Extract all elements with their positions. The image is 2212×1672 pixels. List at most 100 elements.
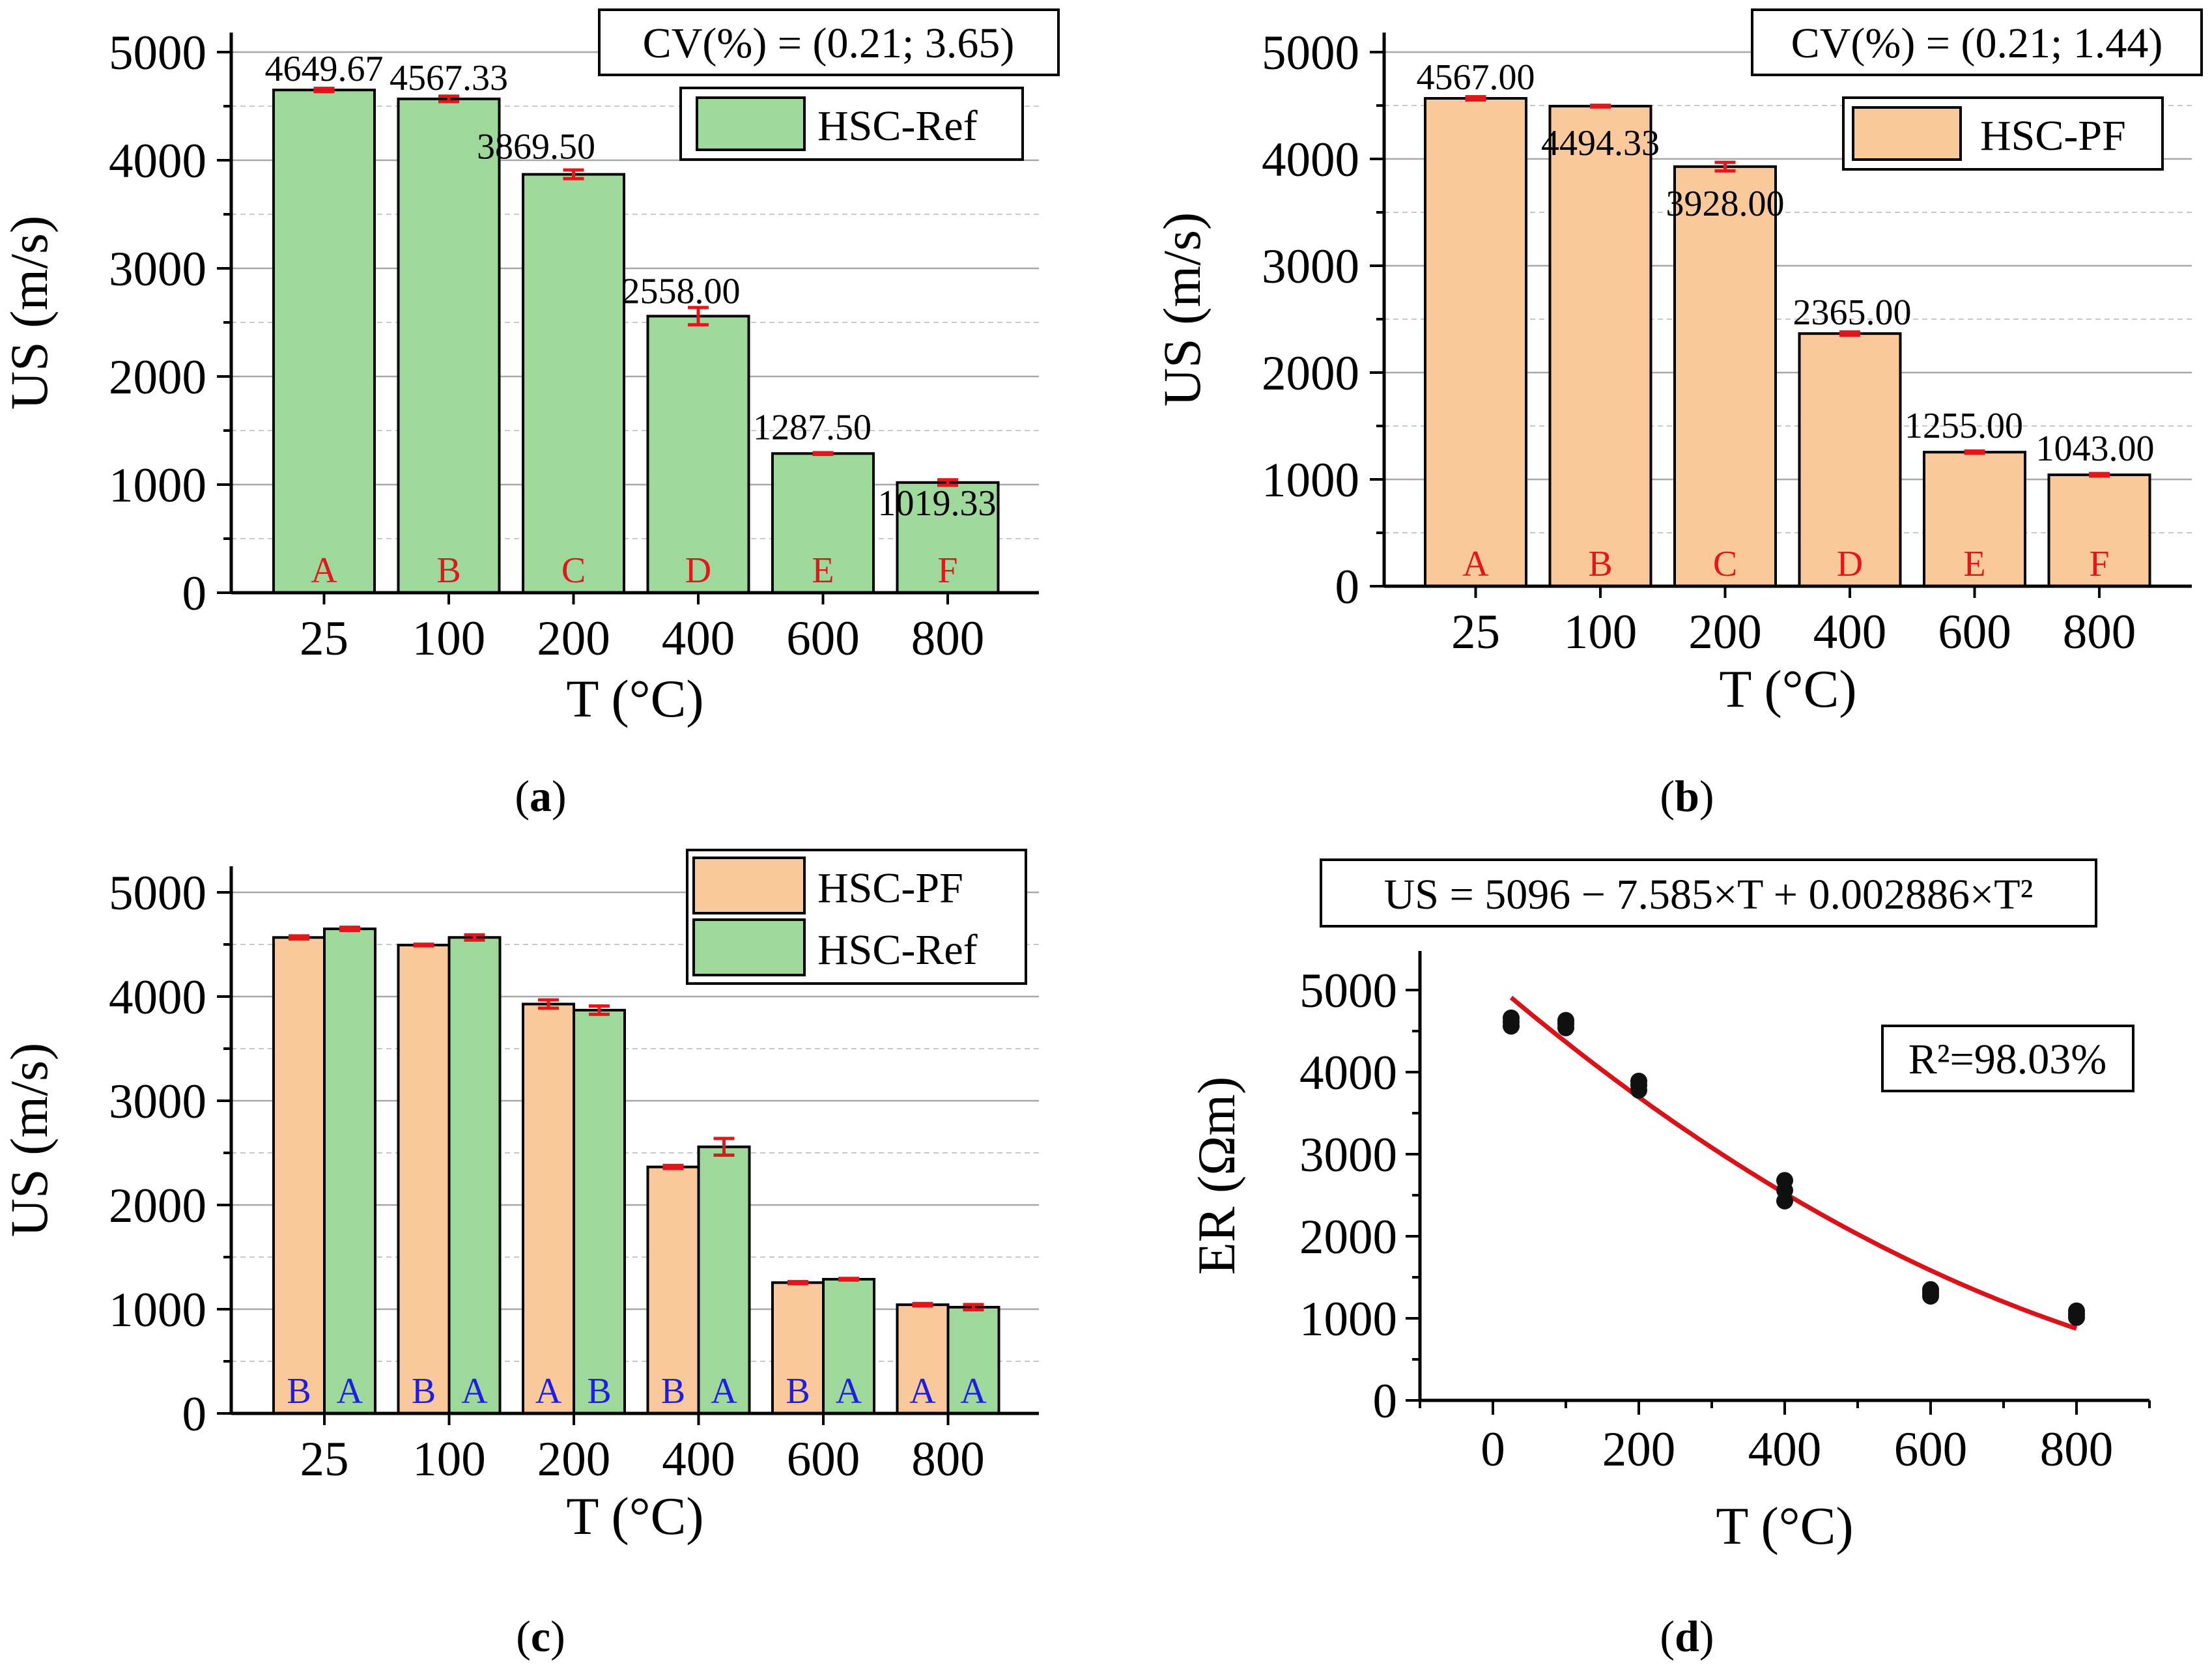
a-y-tick-label: 1000	[109, 459, 206, 513]
a-x-tick-label: 25	[300, 612, 348, 666]
d-x-tick-label: 800	[2040, 1423, 2114, 1477]
b-x-tick-label: 200	[1688, 605, 1762, 659]
d-data-point	[1630, 1072, 1647, 1090]
c-error-bar	[912, 1301, 933, 1308]
panel-b-axes	[1382, 33, 2192, 588]
c-x-tick-label: 200	[537, 1432, 611, 1486]
panel-d-x-ticks: 0 200 400 600 800	[1419, 1400, 2151, 1477]
c-group-letter: B	[587, 1371, 611, 1411]
c-error-bar	[662, 1163, 684, 1170]
b-y-tick-label: 4000	[1262, 133, 1359, 187]
c-group-letter: A	[337, 1371, 363, 1411]
a-value-label: 4649.67	[265, 49, 384, 89]
a-group-letter: B	[436, 550, 461, 591]
c-bar	[573, 1008, 626, 1415]
c-error-bar	[538, 998, 559, 1010]
panel-c-x-ticks: 25 100 200 400 600 800	[300, 1413, 985, 1486]
panel-c-legend-label-ref: HSC-Ref	[817, 926, 978, 974]
c-error-bar	[289, 934, 309, 941]
a-group-letter: E	[812, 550, 834, 591]
c-bar	[447, 936, 502, 1415]
a-group-letter: D	[685, 550, 711, 591]
c-y-tick-label: 0	[182, 1387, 207, 1441]
c-group-letter: A	[909, 1371, 936, 1411]
panel-c-legend-swatch-ref	[692, 918, 806, 976]
b-group-letter: C	[1713, 544, 1737, 584]
a-group-letter: F	[937, 550, 957, 591]
c-group-letter: A	[960, 1371, 987, 1411]
panel-d-fit-curve	[1509, 995, 2078, 1331]
a-x-tick-label: 600	[786, 612, 860, 666]
a-group-letter: C	[561, 550, 586, 591]
panel-b-y-axis-title: US (m/s)	[1152, 212, 1212, 406]
d-y-tick-label: 2000	[1299, 1210, 1397, 1264]
panel-c-legend-label-pf: HSC-PF	[817, 864, 963, 912]
b-y-tick-label: 3000	[1262, 240, 1359, 294]
b-group-letter: D	[1837, 544, 1863, 584]
c-error-bar	[787, 1280, 808, 1286]
c-group-letter: B	[786, 1371, 810, 1411]
c-y-tick-label: 2000	[109, 1179, 206, 1233]
panel-b-legend-swatch	[1852, 106, 1962, 161]
panel-a-bars: A 4649.67 B 4567.33 C 3869.50 D 2558.00 E 1287.50…	[265, 49, 1000, 595]
panel-c-legend-swatch-pf	[692, 857, 806, 914]
panel-b-y-ticks: 0 1000 2000 3000 4000 5000	[1262, 26, 1384, 614]
a-error-bar	[563, 168, 584, 180]
c-group-letter: A	[711, 1371, 737, 1411]
d-data-point	[1776, 1172, 1793, 1189]
b-group-letter: E	[1963, 544, 1985, 584]
c-bar	[522, 1002, 575, 1415]
c-bar	[272, 936, 326, 1415]
c-error-bar	[413, 942, 434, 948]
c-group-letter: A	[461, 1371, 488, 1411]
d-x-tick-label: 200	[1602, 1423, 1676, 1477]
panel-c-y-axis-title: US (m/s)	[0, 1043, 59, 1237]
panel-a-y-ticks: 0 1000 2000 3000 4000 5000	[109, 26, 231, 621]
c-x-tick-label: 100	[412, 1432, 486, 1486]
panel-d-caption: (d)	[1660, 1611, 1714, 1661]
b-group-letter: A	[1462, 544, 1489, 584]
panel-a-legend-swatch	[696, 96, 806, 151]
d-y-tick-label: 5000	[1299, 964, 1397, 1018]
a-value-label: 2558.00	[622, 271, 741, 311]
panel-d-r2-box	[1881, 1025, 2134, 1092]
b-bar	[1923, 451, 2026, 588]
a-y-tick-label: 3000	[109, 242, 206, 296]
c-bar	[896, 1303, 950, 1415]
c-y-tick-label: 4000	[109, 971, 206, 1025]
b-value-label: 4567.00	[1417, 57, 1535, 98]
c-x-tick-label: 800	[911, 1432, 985, 1486]
c-error-bar	[838, 1277, 859, 1282]
panel-c-x-axis-title: T (°C)	[566, 1486, 703, 1546]
b-x-tick-label: 25	[1451, 605, 1500, 659]
b-group-letter: B	[1588, 544, 1612, 584]
a-error-bar	[812, 451, 834, 457]
panel-a-x-axis-title: T (°C)	[566, 669, 703, 728]
b-bar	[2047, 473, 2151, 588]
panel-c-axes	[229, 866, 1039, 1415]
d-data-point	[1557, 1012, 1574, 1029]
a-y-tick-label: 4000	[109, 134, 206, 188]
c-error-bar	[464, 933, 485, 942]
c-y-tick-label: 3000	[109, 1075, 206, 1129]
panel-d: 0 1000 2000 3000 4000 5000 0 200 400 600 800 T (°…	[1187, 858, 2151, 1661]
c-bar	[397, 943, 451, 1415]
a-error-bar	[438, 94, 459, 104]
b-group-letter: F	[2089, 544, 2109, 584]
b-error-bar	[1714, 160, 1736, 173]
c-x-tick-label: 25	[300, 1432, 349, 1486]
d-data-point	[1922, 1281, 1939, 1298]
a-y-tick-label: 2000	[109, 350, 206, 404]
a-value-label: 3869.50	[477, 127, 595, 167]
panel-d-y-axis-title: ER (Ωm)	[1187, 1077, 1246, 1275]
d-y-tick-label: 0	[1373, 1374, 1398, 1428]
a-x-tick-label: 800	[911, 612, 985, 666]
c-error-bar	[589, 1004, 610, 1016]
a-bar	[896, 481, 1000, 594]
panel-d-equation-box	[1320, 858, 2097, 928]
c-group-letter: B	[661, 1371, 685, 1411]
panel-b-x-axis-title: T (°C)	[1719, 659, 1856, 718]
panel-a: A 4649.67 B 4567.33 C 3869.50 D 2558.00 E 1287.50…	[0, 8, 1060, 821]
panel-b-cv-box	[1751, 8, 2203, 76]
b-value-label: 1255.00	[1905, 406, 2023, 446]
